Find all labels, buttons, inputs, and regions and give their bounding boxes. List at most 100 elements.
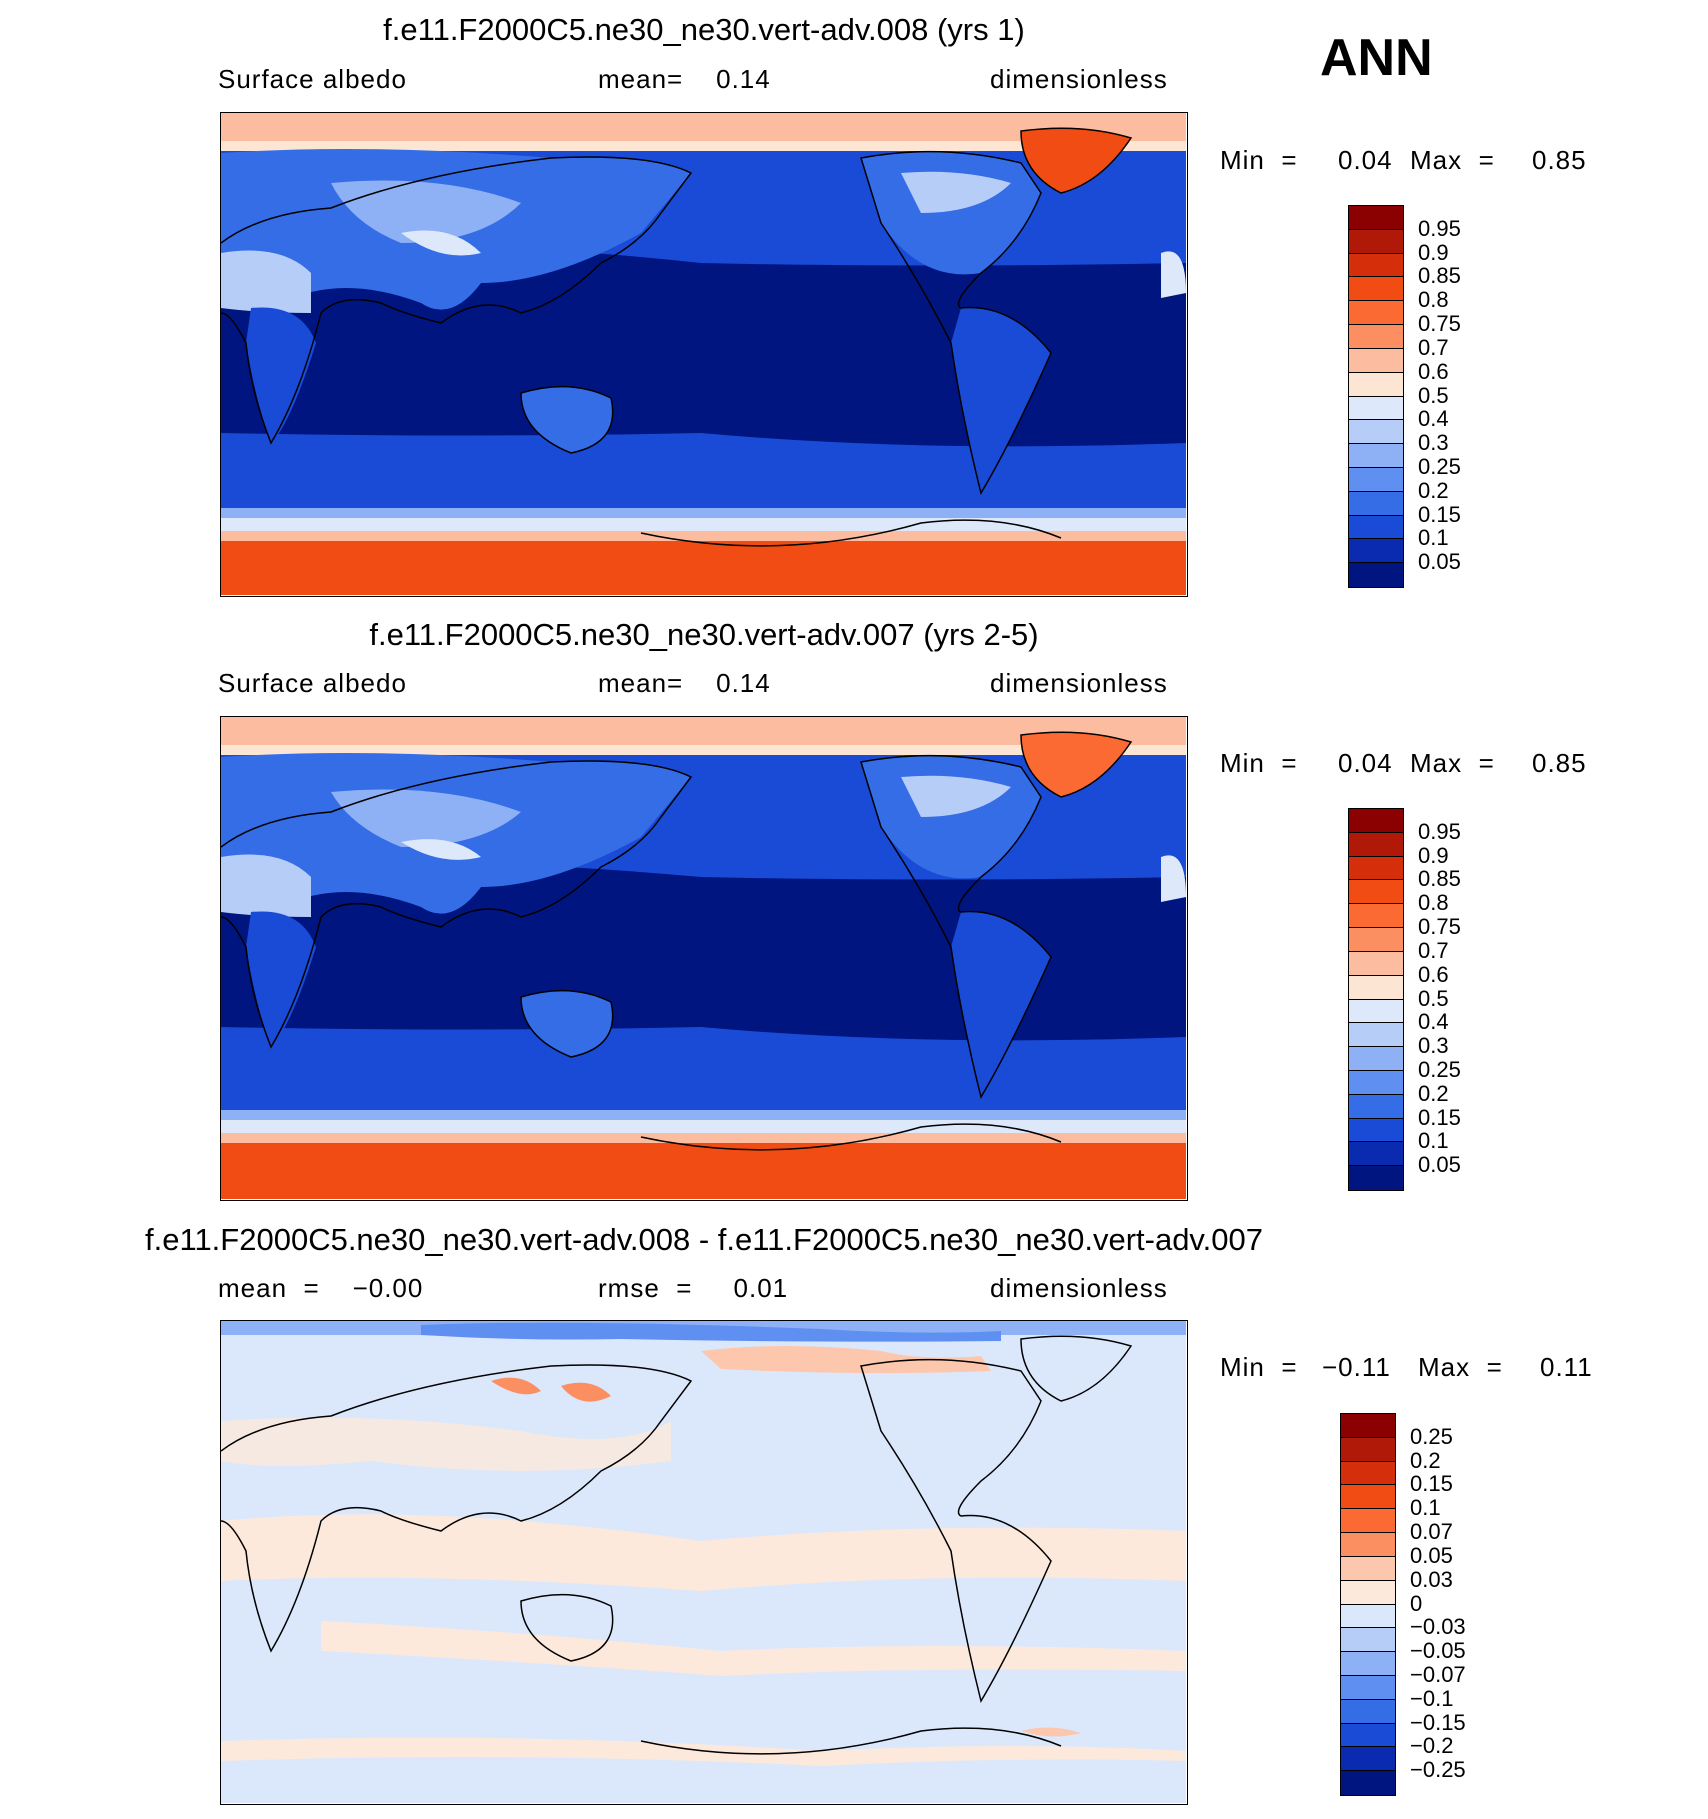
panel-1-min-value: 0.04 [1338, 145, 1393, 175]
panel-3-arctic-positive [701, 1346, 991, 1374]
panel-2-greenland [1021, 732, 1131, 797]
panel-1-sahara [221, 250, 311, 313]
panel-2-central-asia [331, 789, 521, 847]
colorbar-tick-label: 0.7 [1418, 937, 1449, 963]
colorbar-tick-label: 0.1 [1410, 1495, 1441, 1521]
colorbar-segment [1349, 880, 1403, 905]
colorbar-segment [1341, 1414, 1395, 1438]
colorbar-tick-label: −0.25 [1410, 1757, 1466, 1783]
colorbar-segment [1349, 539, 1403, 564]
colorbar-segment [1349, 563, 1403, 587]
colorbar-segment [1341, 1461, 1395, 1486]
colorbar-tick-label: 0.75 [1418, 914, 1461, 940]
colorbar-segment [1349, 1047, 1403, 1071]
colorbar-segment [1341, 1437, 1395, 1462]
panel-2-min-label: Min = [1220, 748, 1298, 778]
panel-1-min-label: Min = [1220, 145, 1298, 175]
colorbar-segment [1349, 809, 1403, 833]
colorbar-segment [1349, 277, 1403, 302]
colorbar-segment [1349, 1118, 1403, 1143]
colorbar-tick-label: −0.1 [1410, 1685, 1454, 1711]
colorbar-tick-label: 0.25 [1418, 453, 1461, 479]
panel-1-southern-ice-inner [221, 531, 1186, 543]
panel-1-units-label: dimensionless [990, 64, 1168, 94]
colorbar-segment [1341, 1485, 1395, 1510]
panel-3-tropical-positive [221, 1514, 1186, 1591]
colorbar-tick-label: 0.15 [1418, 1104, 1461, 1130]
colorbar-segment [1349, 206, 1403, 230]
panel-3-southern-positive [321, 1621, 1186, 1676]
colorbar-tick-label: 0.4 [1418, 1009, 1449, 1035]
colorbar-tick-label: 0.15 [1418, 501, 1461, 527]
panel-3-map [220, 1320, 1188, 1805]
colorbar-segment [1349, 1142, 1403, 1167]
panel-2-australia [521, 990, 613, 1057]
colorbar-tick-label: 0.05 [1418, 549, 1461, 575]
colorbar-segment [1349, 1023, 1403, 1048]
panel-1-mean-label: mean= 0.14 [598, 64, 771, 94]
panel-2-canada-snow [901, 775, 1011, 817]
panel-2-colorbar [1348, 808, 1404, 1191]
panel-3-min-value: −0.11 [1322, 1352, 1391, 1382]
panel-2-tibet [401, 839, 481, 860]
colorbar-tick-label: 0.15 [1410, 1471, 1453, 1497]
colorbar-tick-label: 0 [1410, 1590, 1423, 1616]
colorbar-tick-label: 0.9 [1418, 842, 1449, 868]
panel-3-map-svg [221, 1321, 1186, 1803]
colorbar-tick-label: 0.6 [1418, 358, 1449, 384]
panel-2-mean-label: mean= 0.14 [598, 668, 771, 698]
panel-3-title: f.e11.F2000C5.ne30_ne30.vert-adv.008 - f… [145, 1222, 1263, 1257]
colorbar-segment [1349, 301, 1403, 326]
colorbar-tick-label: −0.15 [1410, 1709, 1466, 1735]
panel-2-southern-ice-inner [221, 1133, 1186, 1145]
colorbar-segment [1341, 1533, 1395, 1557]
colorbar-segment [1349, 951, 1403, 976]
panel-2-title: f.e11.F2000C5.ne30_ne30.vert-adv.007 (yr… [369, 617, 1039, 652]
colorbar-tick-label: 0.95 [1418, 215, 1461, 241]
panel-1-map [220, 112, 1188, 597]
colorbar-segment [1349, 491, 1403, 516]
colorbar-tick-label: 0.1 [1418, 525, 1449, 551]
colorbar-segment [1341, 1509, 1395, 1534]
panel-3-antarctic-band [221, 1737, 1186, 1766]
panel-2-min-value: 0.04 [1338, 748, 1393, 778]
panel-2-map-svg [221, 717, 1186, 1199]
colorbar-segment [1341, 1556, 1395, 1581]
colorbar-tick-label: 0.25 [1410, 1423, 1453, 1449]
panel-1-map-svg [221, 113, 1186, 595]
panel-1-canada-snow [901, 171, 1011, 213]
panel-2-sahara [221, 854, 311, 917]
colorbar-tick-label: −0.2 [1410, 1733, 1454, 1759]
colorbar-segment [1341, 1675, 1395, 1700]
colorbar-segment [1349, 928, 1403, 952]
panel-1-central-asia [331, 180, 521, 243]
panel-2-map [220, 716, 1188, 1201]
panel-1-variable-label: Surface albedo [218, 64, 407, 94]
colorbar-segment [1349, 1070, 1403, 1095]
panel-3-units-label: dimensionless [990, 1273, 1168, 1303]
panel-1-max-label: Max = [1410, 145, 1495, 175]
panel-1-south-america [951, 307, 1051, 493]
panel-2-africa [246, 911, 316, 1047]
colorbar-tick-label: 0.5 [1418, 985, 1449, 1011]
colorbar-segment [1349, 444, 1403, 468]
colorbar-segment [1349, 396, 1403, 421]
colorbar-segment [1341, 1771, 1395, 1795]
colorbar-tick-label: 0.07 [1410, 1519, 1453, 1545]
panel-1-tibet [401, 230, 481, 256]
panel-2-units-label: dimensionless [990, 668, 1168, 698]
panel-3-max-label: Max = [1418, 1352, 1503, 1382]
season-label: ANN [1320, 29, 1433, 87]
panel-2-variable-label: Surface albedo [218, 668, 407, 698]
colorbar-tick-label: 0.4 [1418, 406, 1449, 432]
colorbar-segment [1349, 515, 1403, 540]
panel-3-mean-label: mean = −0.00 [218, 1273, 424, 1303]
colorbar-tick-label: 0.2 [1418, 477, 1449, 503]
colorbar-tick-label: 0.85 [1418, 866, 1461, 892]
panel-1-colorbar [1348, 205, 1404, 588]
colorbar-tick-label: 0.8 [1418, 287, 1449, 313]
colorbar-segment [1349, 975, 1403, 1000]
colorbar-segment [1341, 1604, 1395, 1629]
colorbar-segment [1349, 253, 1403, 278]
colorbar-tick-label: −0.03 [1410, 1614, 1466, 1640]
